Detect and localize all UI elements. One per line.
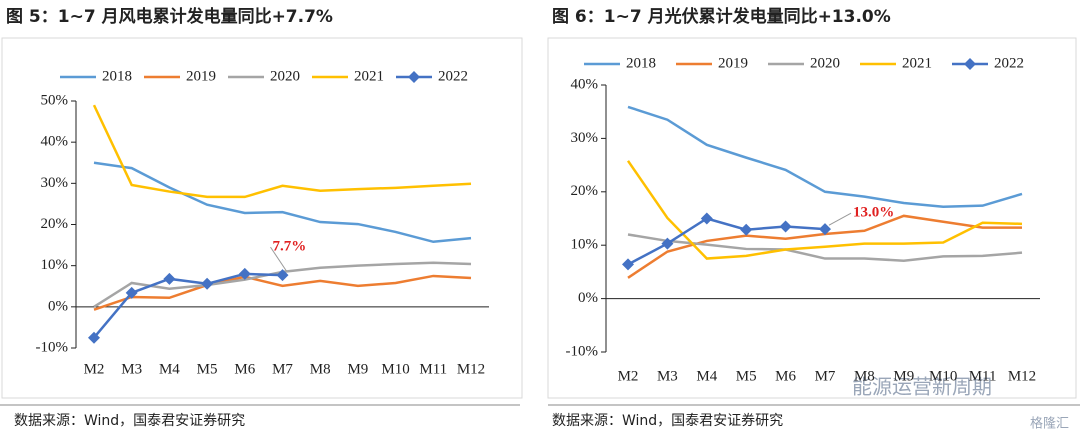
- legend-label: 2020: [270, 68, 300, 84]
- x-tick-label: M11: [969, 368, 997, 384]
- legend-label: 2019: [186, 68, 216, 84]
- x-tick-label: M11: [419, 361, 447, 377]
- point: [779, 220, 792, 233]
- x-tick-label: M4: [696, 368, 717, 384]
- x-tick-label: M10: [929, 368, 957, 384]
- point: [661, 237, 674, 250]
- point: [125, 286, 138, 299]
- point: [276, 269, 289, 282]
- x-tick-label: M6: [775, 368, 796, 384]
- series-line: [93, 272, 283, 339]
- panel-frame: [1, 37, 523, 399]
- annotation: 13.0%: [853, 205, 894, 221]
- y-tick-label: 10%: [571, 237, 599, 253]
- watermark: 能源运营新周期: [852, 375, 992, 399]
- x-tick-label: M9: [893, 368, 914, 384]
- point: [819, 223, 831, 236]
- annotation-leader: [828, 212, 852, 226]
- legend-label: 2020: [810, 55, 840, 71]
- y-tick-label: 20%: [571, 183, 599, 199]
- annotation-leader: [270, 246, 287, 272]
- x-tick-label: M12: [457, 361, 485, 377]
- x-tick-label: M3: [657, 368, 678, 384]
- chart-title: 图 5：1~7 月风电累计发电量同比+7.7%: [6, 6, 333, 27]
- x-tick-label: M2: [84, 361, 105, 377]
- point: [238, 267, 251, 280]
- point: [622, 258, 634, 271]
- legend-label: 2022: [438, 68, 468, 84]
- y-tick-label: -10%: [566, 343, 599, 359]
- y-tick-label: 30%: [41, 175, 69, 191]
- series-line: [93, 161, 472, 244]
- series-line: [627, 217, 826, 266]
- x-tick-label: M9: [347, 361, 368, 377]
- legend-label: 2022: [994, 55, 1024, 71]
- source: 数据来源：Wind，国泰君安证券研究: [552, 413, 783, 429]
- point: [88, 331, 100, 344]
- x-tick-label: M7: [815, 368, 836, 384]
- x-tick-label: M8: [854, 368, 875, 384]
- y-tick-label: 40%: [571, 76, 599, 92]
- legend-label: 2018: [626, 55, 656, 71]
- annotation: 7.7%: [273, 239, 307, 255]
- point: [700, 212, 713, 225]
- series-line: [93, 274, 472, 311]
- y-tick-label: 30%: [571, 130, 599, 146]
- source: 数据来源：Wind，国泰君安证券研究: [14, 413, 245, 429]
- y-tick-label: 40%: [41, 134, 69, 150]
- legend-label: 2018: [102, 68, 132, 84]
- series-line: [92, 104, 472, 199]
- point: [201, 277, 214, 290]
- x-tick-label: M4: [159, 361, 180, 377]
- x-tick-label: M7: [272, 361, 293, 377]
- x-tick-label: M5: [197, 361, 218, 377]
- y-tick-label: 20%: [41, 216, 69, 232]
- legend-label: 2021: [354, 68, 384, 84]
- legend-label: 2019: [718, 55, 748, 71]
- legend-marker: [408, 71, 420, 83]
- y-tick-label: 0%: [578, 290, 598, 306]
- point: [163, 272, 176, 285]
- y-tick-label: 50%: [41, 92, 69, 108]
- panel-frame: [547, 37, 1077, 399]
- legend-marker: [964, 58, 976, 70]
- x-tick-label: M8: [310, 361, 331, 377]
- chart-title: 图 6：1~7 月光伏累计发电量同比+13.0%: [552, 6, 891, 27]
- point: [740, 223, 753, 236]
- y-tick-label: 0%: [48, 298, 68, 314]
- watermark: 格隆汇: [1030, 416, 1069, 432]
- x-tick-label: M10: [381, 361, 409, 377]
- x-tick-label: M3: [121, 361, 142, 377]
- y-tick-label: 10%: [41, 257, 69, 273]
- x-tick-label: M5: [736, 368, 757, 384]
- series-line: [627, 105, 1023, 209]
- x-tick-label: M12: [1008, 368, 1036, 384]
- legend-label: 2021: [902, 55, 932, 71]
- y-tick-label: -10%: [36, 339, 69, 355]
- x-tick-label: M6: [234, 361, 255, 377]
- x-tick-label: M2: [618, 368, 639, 384]
- series-line: [626, 160, 1023, 260]
